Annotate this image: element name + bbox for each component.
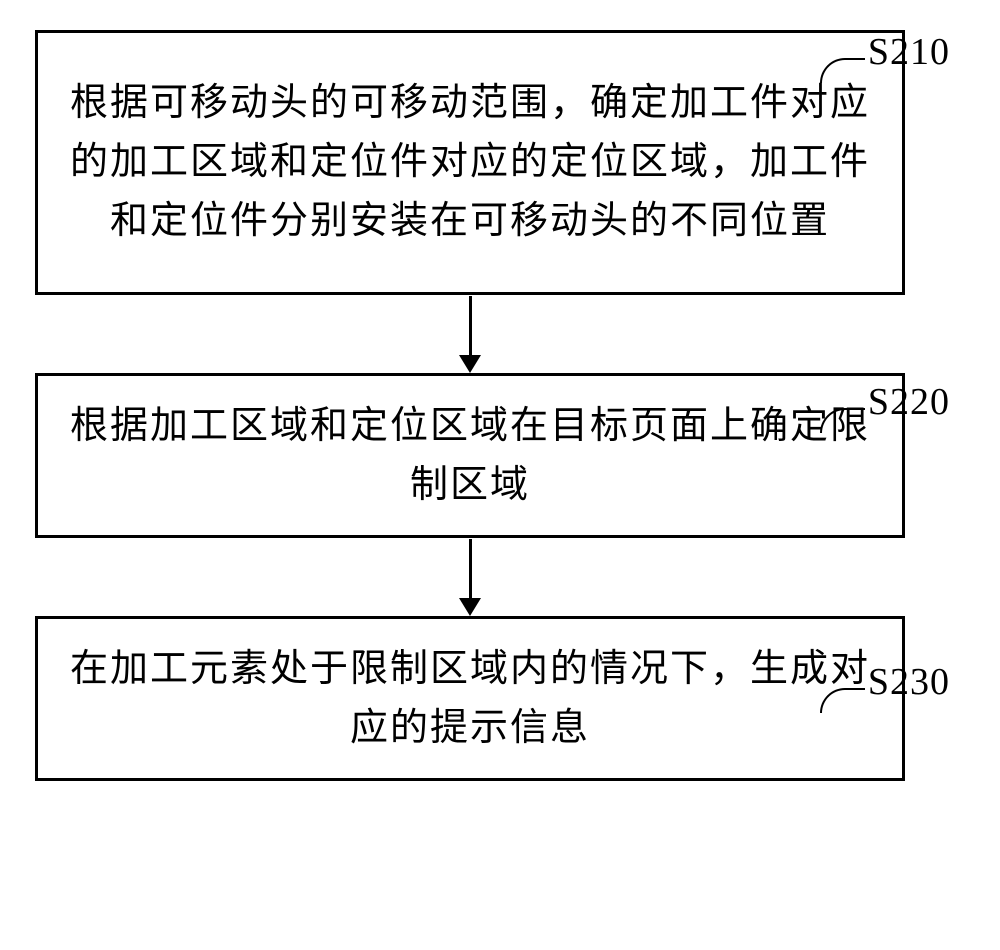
step-label-s210: S210 [868, 30, 950, 74]
arrow-s220-to-s230 [35, 538, 905, 616]
arrow-line [469, 296, 472, 356]
arrow-s210-to-s220 [35, 295, 905, 373]
flow-step-text: 根据加工区域和定位区域在目标页面上确定限制区域 [68, 397, 872, 515]
arrow-shape [459, 539, 481, 616]
arrow-line [469, 539, 472, 599]
arrow-shape [459, 296, 481, 373]
step-label-text: S230 [868, 661, 950, 703]
arrow-head-icon [459, 355, 481, 373]
step-label-text: S220 [868, 381, 950, 423]
flow-step-s220: 根据加工区域和定位区域在目标页面上确定限制区域 [35, 373, 905, 538]
step-label-s220: S220 [868, 380, 950, 424]
flow-step-s210: 根据可移动头的可移动范围，确定加工件对应的加工区域和定位件对应的定位区域，加工件… [35, 30, 905, 295]
flow-step-text: 在加工元素处于限制区域内的情况下，生成对应的提示信息 [68, 640, 872, 758]
arrow-head-icon [459, 598, 481, 616]
step-label-text: S210 [868, 31, 950, 73]
flow-step-text: 根据可移动头的可移动范围，确定加工件对应的加工区域和定位件对应的定位区域，加工件… [68, 74, 872, 251]
flow-step-s230: 在加工元素处于限制区域内的情况下，生成对应的提示信息 [35, 616, 905, 781]
step-label-s230: S230 [868, 660, 950, 704]
flowchart-container: S210 根据可移动头的可移动范围，确定加工件对应的加工区域和定位件对应的定位区… [35, 30, 965, 781]
